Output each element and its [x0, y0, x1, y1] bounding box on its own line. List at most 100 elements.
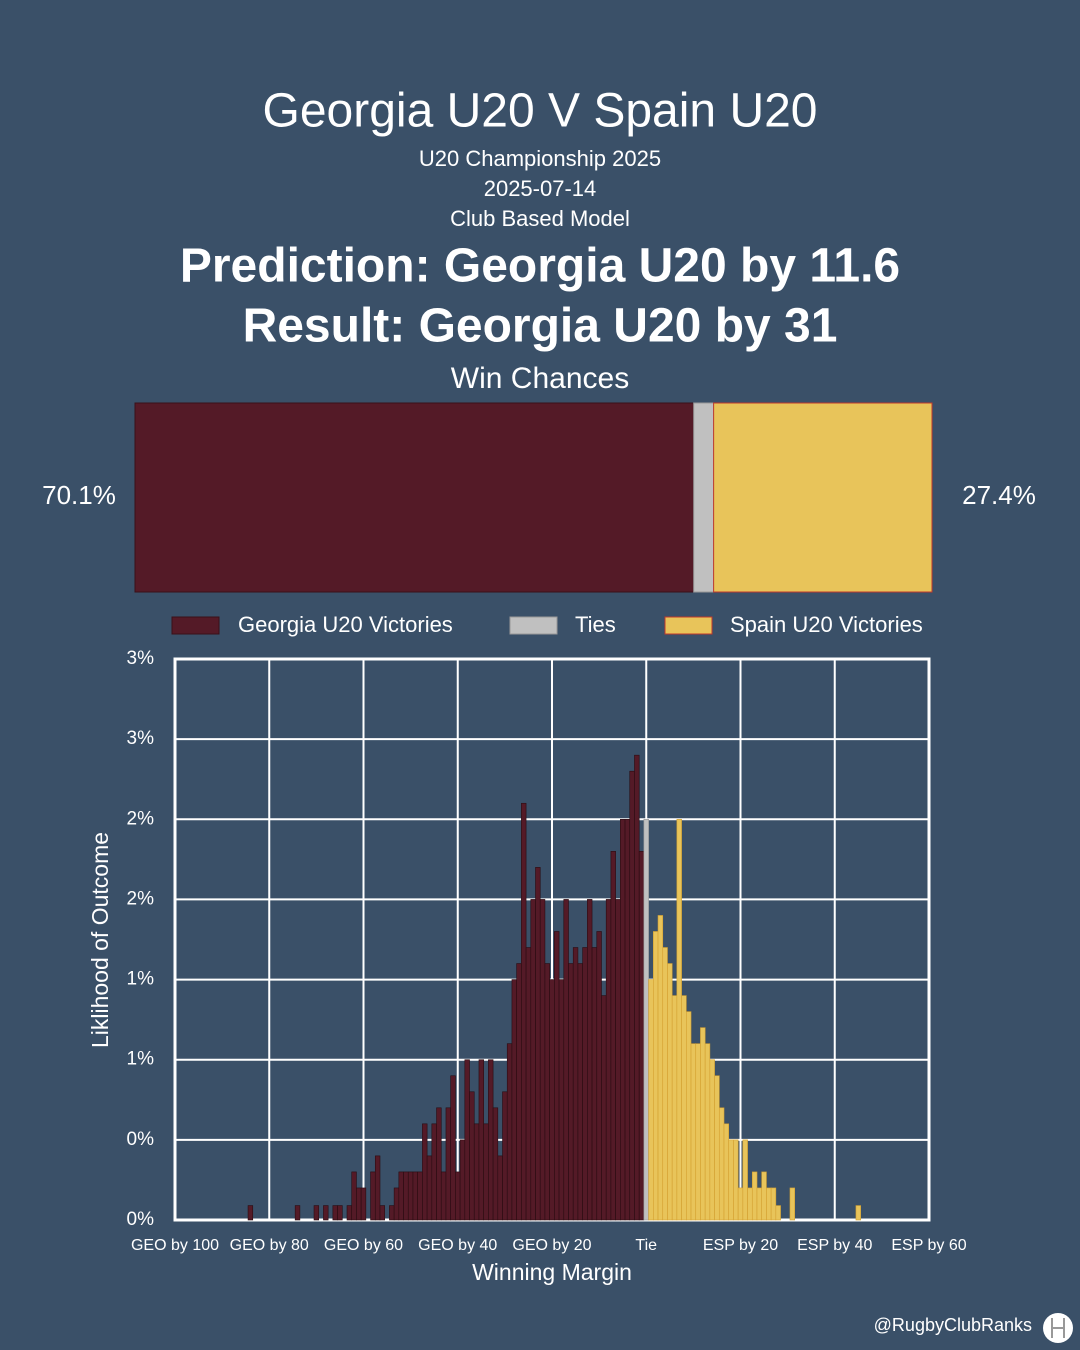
- bar: [761, 1171, 767, 1221]
- bar: [506, 1043, 513, 1221]
- bar: [789, 1187, 795, 1221]
- bar: [337, 1205, 343, 1221]
- x-tick-label: GEO by 100: [131, 1237, 219, 1254]
- bar: [356, 1187, 362, 1221]
- x-tick-label: ESP by 40: [797, 1237, 872, 1254]
- bar: [601, 995, 607, 1221]
- legend-label: Georgia U20 Victories: [238, 612, 453, 637]
- bar: [714, 1075, 720, 1221]
- bar: [497, 1155, 503, 1221]
- bar: [686, 1011, 692, 1221]
- y-axis-title: Liklihood of Outcome: [87, 832, 113, 1048]
- win-bar-segment: [134, 402, 695, 593]
- bar: [492, 1107, 499, 1221]
- bar: [403, 1171, 409, 1221]
- y-tick-label: 2%: [127, 808, 155, 829]
- bar: [478, 1059, 484, 1221]
- bar: [662, 947, 668, 1221]
- bar: [676, 818, 682, 1221]
- legend-label: Ties: [575, 612, 616, 637]
- bar: [549, 979, 555, 1221]
- bar: [558, 979, 565, 1221]
- bar: [379, 1205, 386, 1221]
- bar: [704, 1043, 711, 1221]
- bar: [667, 963, 673, 1221]
- bar: [747, 1187, 753, 1221]
- bar: [681, 995, 687, 1221]
- bar: [695, 1043, 701, 1221]
- bar: [775, 1205, 781, 1221]
- legend-swatch: [171, 616, 220, 635]
- x-tick-label: GEO by 80: [230, 1237, 309, 1254]
- bar: [591, 947, 598, 1221]
- bar: [544, 963, 550, 1221]
- bar: [436, 1107, 442, 1221]
- bar: [525, 947, 532, 1221]
- bar: [294, 1205, 301, 1221]
- subtitle: U20 Championship 2025: [419, 146, 661, 171]
- bar: [587, 899, 593, 1221]
- bar: [440, 1171, 447, 1221]
- bar: [700, 1027, 706, 1221]
- bar: [483, 1123, 489, 1221]
- bar: [313, 1205, 320, 1221]
- bar: [422, 1123, 428, 1221]
- bar: [473, 1123, 480, 1221]
- bar: [657, 915, 664, 1221]
- subtitle: 2025-07-14: [484, 176, 597, 201]
- bar: [511, 979, 517, 1221]
- annotation: Result: Georgia U20 by 31: [243, 300, 838, 353]
- y-tick-label: 1%: [127, 1049, 155, 1070]
- y-tick-label: 1%: [127, 969, 155, 990]
- bar: [629, 770, 635, 1221]
- bar: [332, 1205, 338, 1221]
- bar: [615, 899, 621, 1221]
- y-tick-label: 0%: [127, 1209, 155, 1230]
- bar: [535, 867, 541, 1221]
- bar: [582, 947, 588, 1221]
- bar: [516, 963, 522, 1221]
- bar: [723, 1123, 730, 1221]
- bar: [855, 1205, 861, 1221]
- x-axis-title: Winning Margin: [472, 1259, 632, 1285]
- bar: [770, 1187, 777, 1221]
- bar: [624, 818, 631, 1221]
- bar: [554, 931, 560, 1221]
- bar: [709, 1059, 715, 1221]
- y-tick-label: 2%: [127, 888, 155, 909]
- value-label: 70.1%: [42, 480, 116, 510]
- bar: [370, 1171, 376, 1221]
- bar: [563, 899, 569, 1221]
- bar: [393, 1187, 400, 1221]
- bar: [346, 1205, 353, 1221]
- logo-mark: [1051, 1318, 1065, 1338]
- bar: [610, 851, 616, 1221]
- bar-title: Win Chances: [451, 362, 629, 395]
- y-tick-label: 0%: [127, 1129, 155, 1150]
- bar: [643, 818, 649, 1221]
- bar: [596, 931, 602, 1221]
- bar: [733, 1139, 739, 1221]
- bar: [756, 1187, 763, 1221]
- bar: [690, 1043, 697, 1221]
- bar: [398, 1171, 404, 1221]
- bar: [539, 899, 546, 1221]
- bar: [620, 818, 626, 1221]
- bar: [450, 1075, 456, 1221]
- bar: [718, 1107, 725, 1221]
- bar: [459, 1139, 466, 1221]
- bar: [530, 899, 536, 1221]
- legend-swatch: [509, 616, 558, 635]
- win-bar-segment: [713, 402, 933, 593]
- bar: [634, 754, 640, 1221]
- bar: [751, 1171, 758, 1221]
- bar: [572, 947, 579, 1221]
- bar: [766, 1187, 772, 1221]
- bar: [374, 1155, 381, 1221]
- x-tick-label: ESP by 60: [891, 1237, 966, 1254]
- bar: [577, 963, 583, 1221]
- bar: [464, 1059, 470, 1221]
- bar: [407, 1171, 414, 1221]
